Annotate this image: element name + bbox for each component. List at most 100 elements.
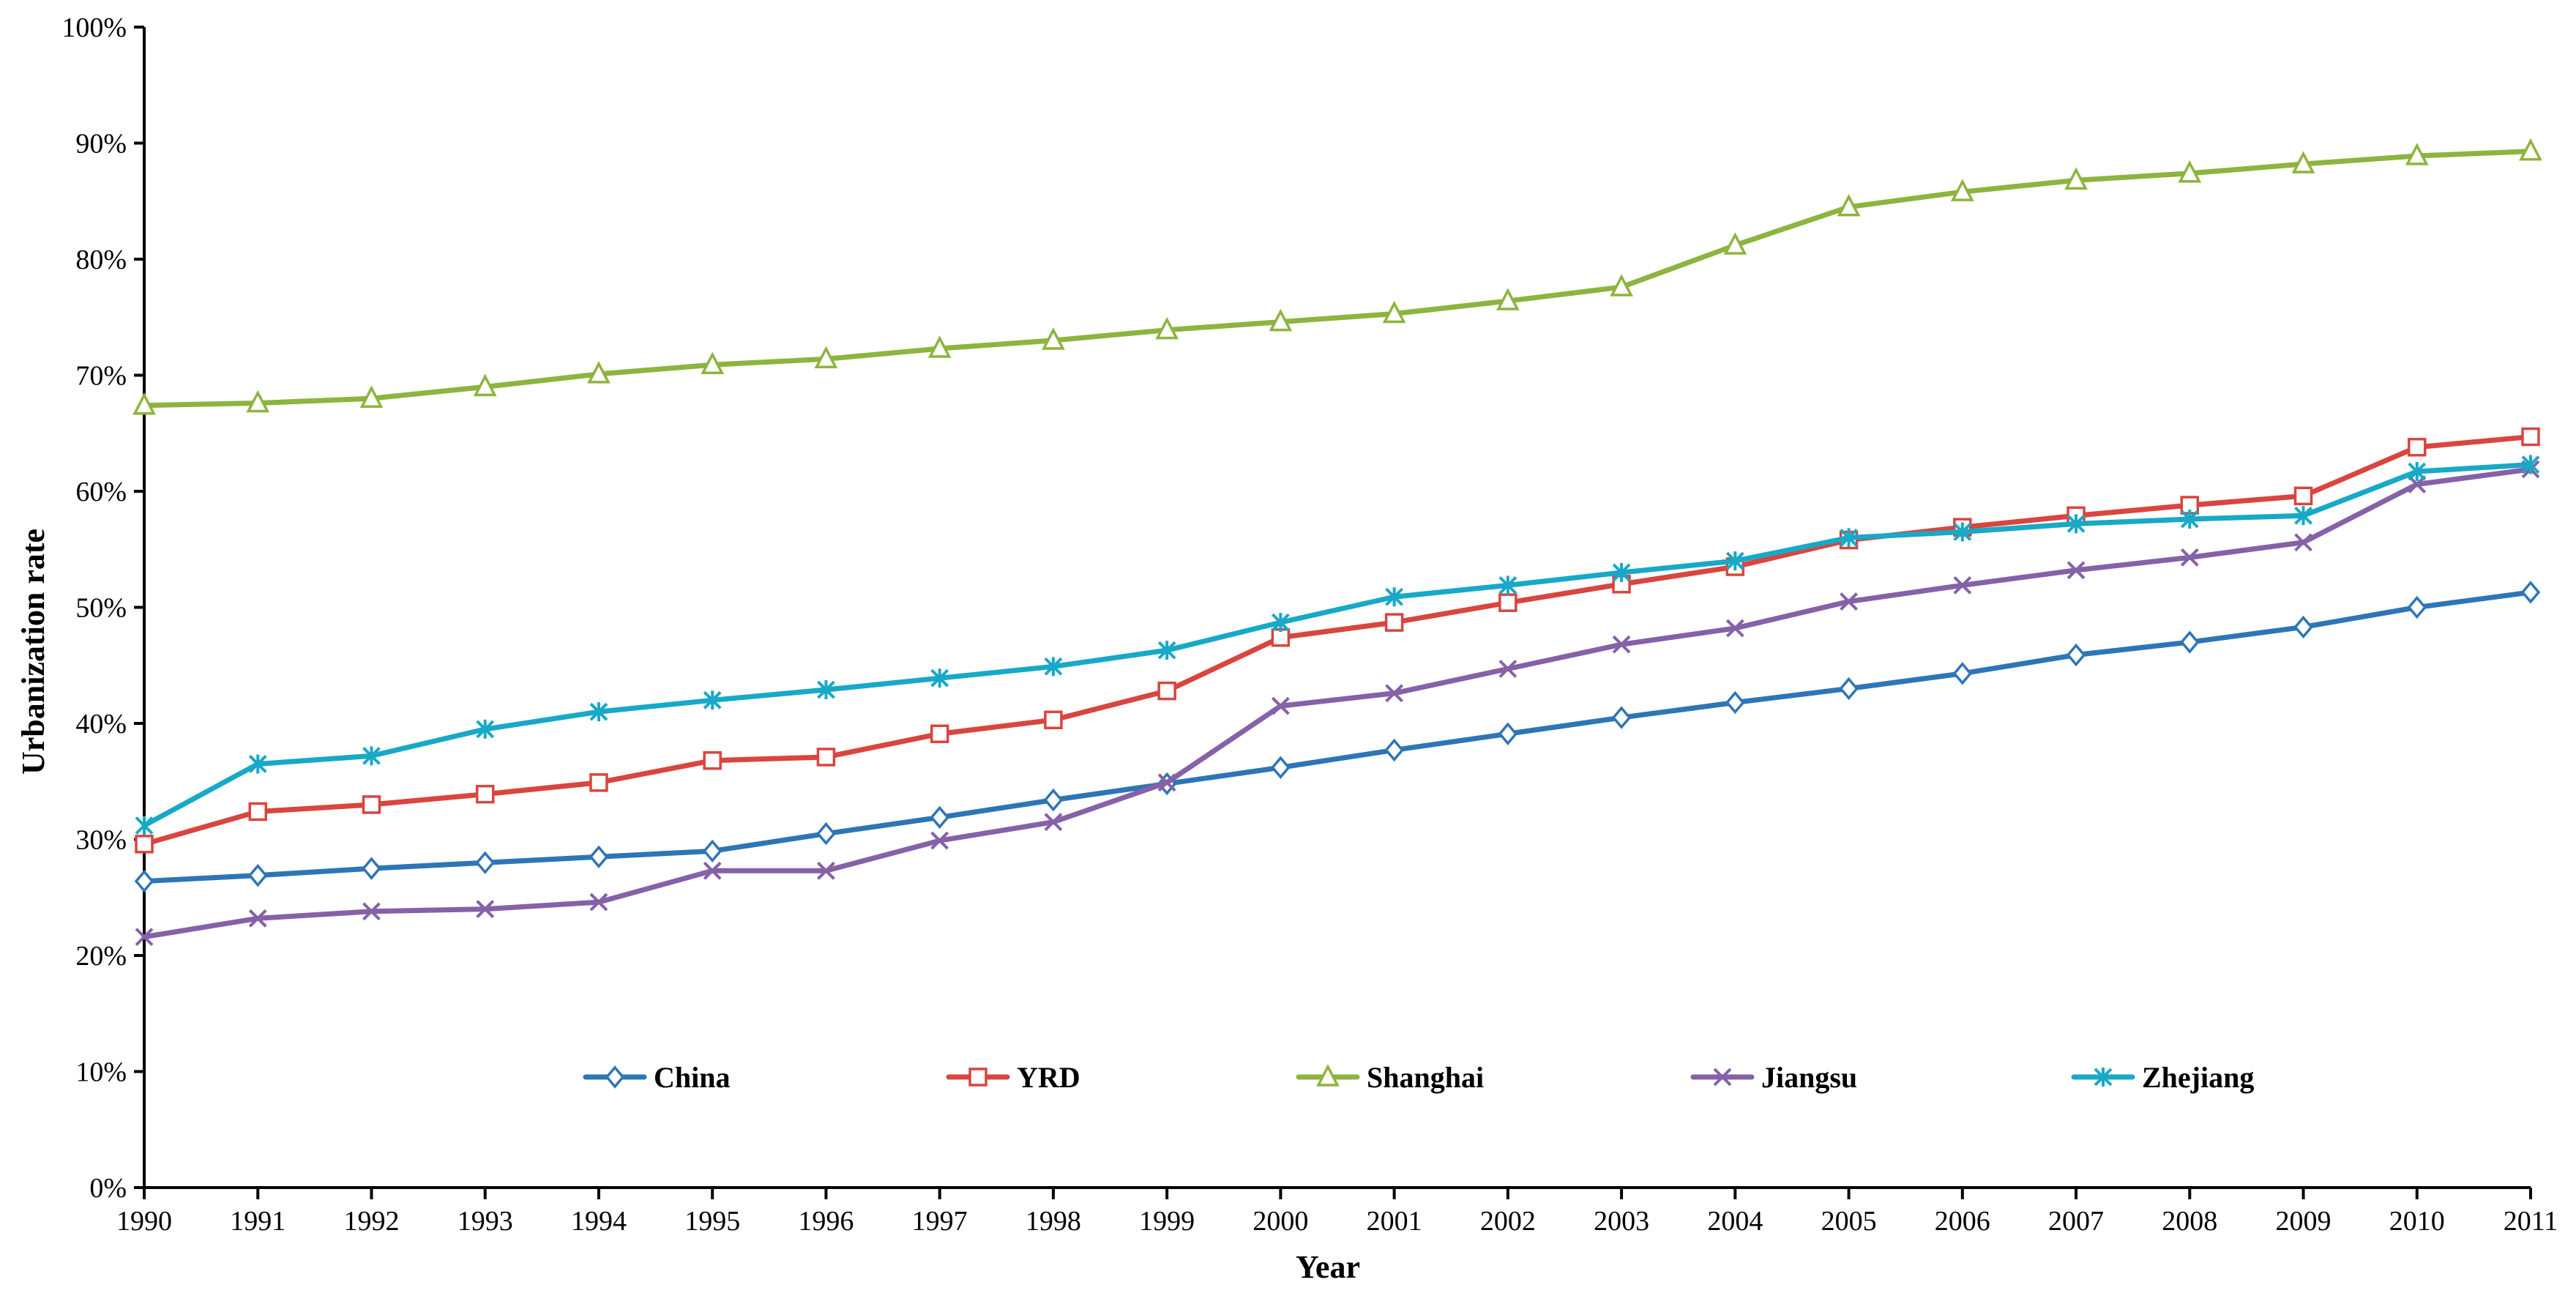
data-point-yrd xyxy=(589,773,608,792)
axes: 0% 10% 20% 30% 40% 50% 60% 70% 80% 90% 100% 1990 199… xyxy=(61,12,2558,1237)
x-tick-label: 2001 xyxy=(1367,1206,1422,1237)
data-point-yrd xyxy=(930,724,949,744)
data-point-jiangsu xyxy=(1385,684,1404,703)
data-point-jiangsu xyxy=(589,893,608,912)
x-tick-label: 1990 xyxy=(116,1206,172,1237)
x-tick-label: 2011 xyxy=(2504,1206,2558,1237)
data-point-zhejiang xyxy=(1157,641,1176,660)
x-tick-label: 1992 xyxy=(343,1206,399,1237)
legend-swatch-marker xyxy=(2094,1068,2113,1087)
data-point-china xyxy=(1839,677,1859,701)
data-point-shanghai xyxy=(1269,308,1293,332)
data-point-jiangsu xyxy=(2180,548,2199,567)
x-tick-label: 1991 xyxy=(230,1206,285,1237)
data-point-yrd xyxy=(1498,593,1517,612)
data-point-jiangsu xyxy=(362,902,381,921)
x-tick-label: 1993 xyxy=(458,1206,513,1237)
data-point-zhejiang xyxy=(248,754,267,774)
data-point-shanghai xyxy=(1610,274,1633,297)
data-point-zhejiang xyxy=(1612,562,1631,582)
data-point-shanghai xyxy=(587,361,611,384)
data-point-zhejiang xyxy=(2294,506,2312,526)
data-point-shanghai xyxy=(927,335,952,358)
data-point-china xyxy=(930,805,949,830)
data-point-jiangsu xyxy=(1044,813,1063,832)
legend-swatch-marker xyxy=(1713,1068,1732,1087)
series-line-yrd xyxy=(141,434,2534,847)
x-tick-label: 1995 xyxy=(684,1206,740,1237)
data-point-jiangsu xyxy=(1612,635,1631,654)
data-point-zhejiang xyxy=(703,690,722,710)
y-tick-label: 50% xyxy=(75,593,127,624)
y-tick-label: 30% xyxy=(75,825,127,856)
legend-item-jiangsu: Jiangsu xyxy=(1690,1061,1857,1094)
x-tick-label: 1999 xyxy=(1139,1206,1195,1237)
legend-swatch-marker xyxy=(968,1068,988,1087)
legend-label: Jiangsu xyxy=(1761,1061,1857,1094)
y-tick-label: 90% xyxy=(75,129,127,160)
data-point-yrd xyxy=(2408,438,2427,457)
data-point-shanghai xyxy=(1042,327,1065,350)
data-point-zhejiang xyxy=(2067,514,2086,534)
data-point-jiangsu xyxy=(1271,696,1290,715)
data-point-shanghai xyxy=(473,373,497,397)
data-point-yrd xyxy=(2521,427,2540,447)
data-point-zhejiang xyxy=(1840,528,1858,548)
legend: China YRD Shanghai Jiangsu Zhejiang xyxy=(583,1061,2254,1094)
data-point-zhejiang xyxy=(476,719,495,739)
data-point-yrd xyxy=(816,748,836,767)
y-tick-label: 10% xyxy=(75,1057,127,1088)
data-point-jiangsu xyxy=(135,928,154,947)
y-axis-title: Urbanization rate xyxy=(15,529,51,775)
data-point-shanghai xyxy=(1155,316,1179,340)
data-point-yrd xyxy=(475,784,495,804)
data-point-shanghai xyxy=(814,346,838,369)
legend-label: Shanghai xyxy=(1367,1061,1484,1094)
data-point-jiangsu xyxy=(930,831,949,850)
data-point-zhejiang xyxy=(1044,657,1063,677)
data-point-china xyxy=(816,821,836,846)
data-point-shanghai xyxy=(246,390,270,413)
data-point-yrd xyxy=(135,835,154,854)
data-point-shanghai xyxy=(132,392,156,415)
x-tick-label: 2006 xyxy=(1935,1206,1990,1237)
data-point-yrd xyxy=(1157,681,1176,701)
data-point-jiangsu xyxy=(817,861,835,880)
data-point-china xyxy=(1271,756,1291,779)
series-zhejiang xyxy=(135,455,2540,835)
data-point-china xyxy=(589,845,609,868)
legend-item-china: China xyxy=(583,1061,731,1094)
data-point-jiangsu xyxy=(2294,533,2312,552)
data-point-jiangsu xyxy=(2067,561,2086,580)
series-yrd xyxy=(135,427,2540,854)
data-point-china xyxy=(2066,643,2086,667)
data-point-shanghai xyxy=(1382,300,1406,324)
x-tick-label: 1997 xyxy=(912,1206,968,1237)
y-tick-label: 100% xyxy=(61,12,127,43)
data-point-zhejiang xyxy=(2180,510,2199,529)
data-point-jiangsu xyxy=(703,861,722,880)
legend-item-shanghai: Shanghai xyxy=(1296,1061,1484,1094)
data-point-jiangsu xyxy=(1498,660,1517,678)
data-point-zhejiang xyxy=(135,816,154,835)
legend-label: China xyxy=(654,1061,731,1094)
x-axis-title: Year xyxy=(1296,1249,1360,1285)
data-point-zhejiang xyxy=(1498,575,1517,595)
y-tick-label: 80% xyxy=(75,245,127,275)
data-point-china xyxy=(1384,738,1404,762)
x-tick-label: 2009 xyxy=(2276,1206,2332,1237)
data-point-shanghai xyxy=(1723,232,1747,255)
data-point-china xyxy=(134,869,154,893)
data-point-shanghai xyxy=(2519,138,2542,161)
data-point-china xyxy=(2179,630,2200,654)
data-point-china xyxy=(247,863,268,887)
legend-label: Zhejiang xyxy=(2142,1061,2254,1094)
data-point-zhejiang xyxy=(1271,613,1290,633)
data-point-zhejiang xyxy=(589,702,608,722)
x-tick-label: 2010 xyxy=(2389,1206,2445,1237)
data-point-shanghai xyxy=(2178,160,2202,183)
data-point-shanghai xyxy=(701,351,725,374)
series-line-jiangsu xyxy=(141,466,2534,940)
legend-swatch-marker xyxy=(605,1065,625,1089)
